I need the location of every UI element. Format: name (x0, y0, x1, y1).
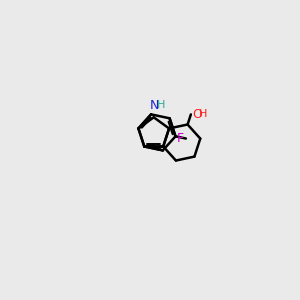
Text: H: H (157, 100, 165, 110)
Text: H: H (199, 110, 207, 119)
Text: N: N (149, 99, 159, 112)
Text: O: O (192, 108, 202, 121)
Text: F: F (177, 132, 184, 145)
